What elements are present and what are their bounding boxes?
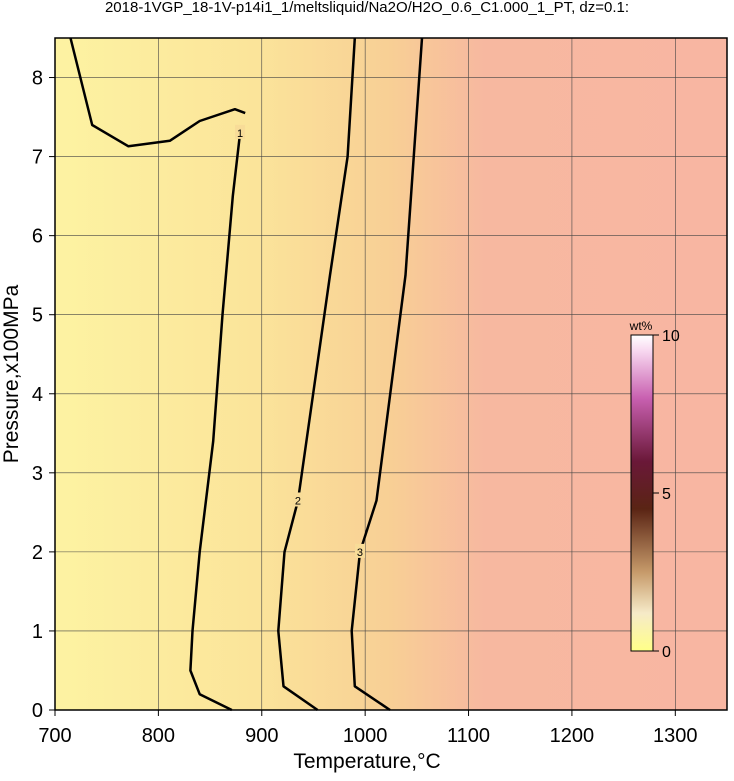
y-tick-label: 1 — [32, 621, 43, 643]
colorbar — [630, 334, 654, 652]
y-tick-label: 3 — [32, 463, 43, 485]
x-tick-label: 1000 — [343, 725, 388, 747]
y-tick-label: 6 — [32, 226, 43, 248]
contour-label-bg — [354, 543, 365, 558]
colorbar-label: wt% — [629, 319, 653, 333]
contour-line — [277, 37, 357, 712]
y-tick-label: 0 — [32, 700, 43, 722]
plot-background — [55, 38, 727, 710]
y-tick-label: 5 — [32, 305, 43, 327]
x-tick-label: 800 — [142, 725, 175, 747]
contour-label: 2 — [295, 495, 301, 507]
contour-line — [69, 37, 246, 712]
colorbar-tick-label: 10 — [662, 328, 680, 345]
contour-label-bg — [235, 124, 246, 139]
plot-frame — [54, 37, 728, 711]
colorbar-tick-label: 5 — [662, 486, 671, 503]
contour-label-bg — [292, 492, 303, 507]
contour-label: 1 — [237, 128, 243, 140]
x-tick-label: 1300 — [653, 725, 698, 747]
y-tick-label: 4 — [32, 384, 43, 406]
x-axis-label: Temperature,°C — [293, 750, 440, 773]
colorbar-tick-label: 0 — [662, 644, 671, 661]
y-tick-label: 8 — [32, 68, 43, 90]
y-tick-label: 7 — [32, 147, 43, 169]
x-tick-label: 700 — [38, 725, 71, 747]
y-axis-label: Pressure,x100MPa — [0, 284, 23, 463]
x-tick-label: 900 — [245, 725, 278, 747]
x-tick-label: 1100 — [447, 725, 490, 747]
x-tick-label: 1200 — [550, 725, 595, 747]
y-tick-label: 2 — [32, 542, 43, 564]
contour-label: 3 — [357, 547, 363, 559]
chart-title: 2018-1VGP_18-1V-p14i1_1/meltsliquid/Na2O… — [105, 0, 629, 16]
